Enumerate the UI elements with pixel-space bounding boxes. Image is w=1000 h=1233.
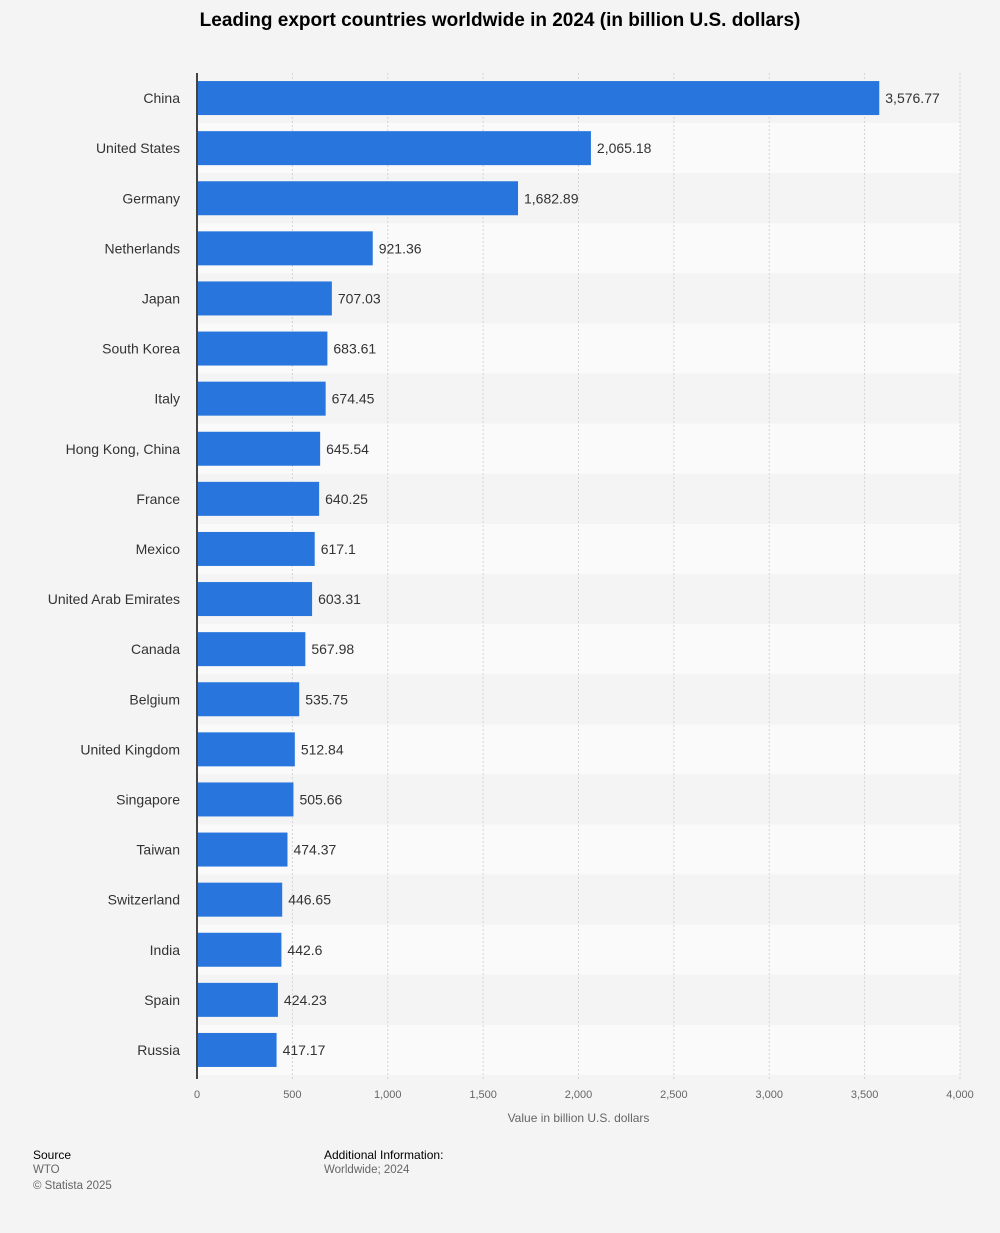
data-label: 645.54: [326, 441, 369, 457]
data-label: 921.36: [379, 240, 422, 256]
x-tick-label: 3,500: [851, 1089, 879, 1101]
additional-info-block: Additional Information: Worldwide; 2024: [324, 1148, 443, 1178]
bar: [197, 682, 300, 717]
bar: [197, 932, 282, 967]
x-axis-title: Value in billion U.S. dollars: [508, 1111, 650, 1125]
data-label: 3,576.77: [885, 90, 940, 106]
x-tick-label: 2,500: [660, 1089, 688, 1101]
source-block: Source WTO © Statista 2025: [33, 1148, 112, 1194]
data-label: 442.6: [287, 942, 322, 958]
category-label: Switzerland: [108, 892, 180, 908]
data-label: 512.84: [301, 741, 344, 757]
bar: [197, 331, 328, 366]
data-label: 683.61: [333, 341, 376, 357]
category-label: China: [143, 90, 180, 106]
data-label: 2,065.18: [597, 140, 652, 156]
x-tick-label: 0: [194, 1089, 200, 1101]
data-label: 567.98: [311, 641, 354, 657]
category-label: Hong Kong, China: [66, 441, 181, 457]
category-label: Italy: [154, 391, 180, 407]
bar: [197, 231, 373, 266]
bar: [197, 281, 332, 316]
bar: [197, 782, 294, 817]
bar: [197, 582, 313, 617]
data-label: 446.65: [288, 892, 331, 908]
bar: [197, 531, 315, 566]
category-label: Taiwan: [136, 842, 180, 858]
data-label: 505.66: [299, 791, 342, 807]
x-tick-label: 2,000: [565, 1089, 593, 1101]
category-label: Belgium: [129, 691, 180, 707]
data-label: 640.25: [325, 491, 368, 507]
x-tick-label: 1,500: [469, 1089, 497, 1101]
bar: [197, 882, 283, 917]
category-label: Russia: [137, 1042, 180, 1058]
data-label: 535.75: [305, 691, 348, 707]
category-label: Netherlands: [105, 240, 181, 256]
data-label: 674.45: [332, 391, 375, 407]
bar: [197, 481, 320, 516]
bar: [197, 982, 278, 1017]
category-label: India: [150, 942, 181, 958]
bar: [197, 181, 519, 216]
copyright: © Statista 2025: [33, 1180, 112, 1192]
bar: [197, 832, 288, 867]
bar: [197, 381, 326, 416]
chart-title: Leading export countries worldwide in 20…: [199, 10, 801, 31]
category-label: Singapore: [116, 791, 180, 807]
category-label: United States: [96, 140, 180, 156]
source-heading: Source: [33, 1148, 72, 1162]
row-band: [197, 974, 960, 1025]
bar: [197, 431, 321, 466]
bar: [197, 732, 295, 767]
data-label: 424.23: [284, 992, 327, 1008]
data-label: 1,682.89: [524, 190, 579, 206]
x-tick-label: 4,000: [946, 1089, 974, 1101]
category-label: United Arab Emirates: [48, 591, 180, 607]
bar: [197, 632, 306, 667]
category-label: United Kingdom: [80, 741, 180, 757]
additional-info-value: Worldwide; 2024: [324, 1164, 410, 1176]
category-label: Germany: [122, 190, 180, 206]
category-label: Mexico: [136, 541, 181, 557]
data-label: 417.17: [283, 1042, 326, 1058]
data-label: 617.1: [321, 541, 356, 557]
bar: [197, 131, 591, 166]
category-label: France: [136, 491, 180, 507]
additional-info-heading: Additional Information:: [324, 1148, 444, 1162]
data-label: 707.03: [338, 290, 381, 306]
data-label: 474.37: [293, 842, 336, 858]
bar: [197, 1032, 277, 1067]
source-value: WTO: [33, 1164, 60, 1176]
x-tick-label: 500: [283, 1089, 301, 1101]
x-tick-label: 3,000: [755, 1089, 783, 1101]
category-label: Canada: [131, 641, 180, 657]
data-label: 603.31: [318, 591, 361, 607]
category-label: Spain: [144, 992, 180, 1008]
category-label: Japan: [142, 290, 180, 306]
category-label: South Korea: [102, 341, 180, 357]
bar: [197, 81, 880, 116]
bar-chart: 0 500 1,000 1,500 2,000 2,500 3,000 3,500 4,000 C…: [48, 73, 974, 1125]
x-tick-label: 1,000: [374, 1089, 402, 1101]
